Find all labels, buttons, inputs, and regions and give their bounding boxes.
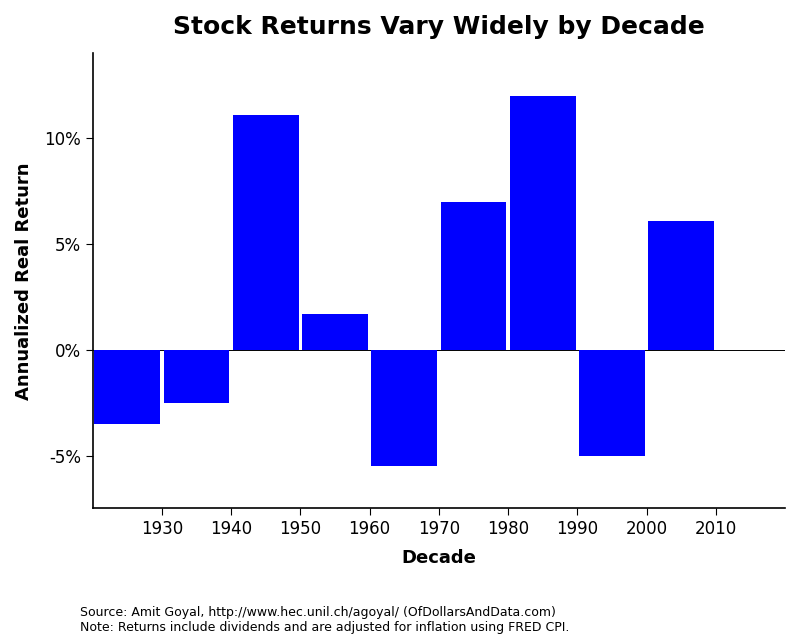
Bar [579,349,645,456]
Bar [164,349,230,403]
Y-axis label: Annualized Real Return: Annualized Real Return [15,162,33,400]
X-axis label: Decade: Decade [402,549,476,568]
Bar [233,115,298,349]
Bar [94,349,160,424]
Text: Source: Amit Goyal, http://www.hec.unil.ch/agoyal/ (OfDollarsAndData.com)
Note: : Source: Amit Goyal, http://www.hec.unil.… [80,605,570,634]
Title: Stock Returns Vary Widely by Decade: Stock Returns Vary Widely by Decade [173,15,705,39]
Bar [302,314,368,349]
Bar [441,202,506,349]
Bar [648,221,714,349]
Bar [371,349,437,466]
Bar [510,96,575,349]
